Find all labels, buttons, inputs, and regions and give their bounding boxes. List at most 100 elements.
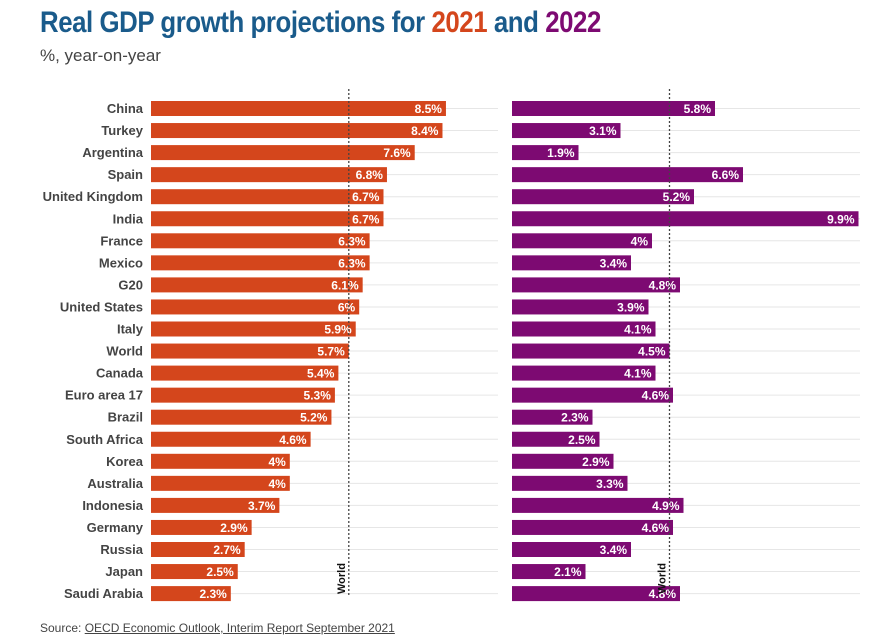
bar-2021 [151,387,335,403]
value-label-2021: 8.4% [411,124,439,138]
category-label: Turkey [101,123,143,138]
reference-label-world: World [336,563,348,594]
category-label: United States [60,299,143,314]
bar-2022 [512,497,684,513]
bar-2021 [151,211,384,227]
title-year-2022: 2022 [545,6,601,39]
category-label: Italy [117,322,144,337]
value-label-2022: 3.4% [600,543,628,557]
bar-2021 [151,409,332,425]
bar-2022 [512,255,631,271]
category-label: Russia [100,542,143,557]
value-label-2021: 5.7% [317,345,345,359]
value-label-2021: 4% [268,455,286,469]
bar-2021 [151,453,290,469]
bar-2022 [512,123,621,139]
value-label-2021: 6% [338,300,356,314]
value-label-2021: 5.9% [324,323,352,337]
category-label: Brazil [108,410,143,425]
bar-2021 [151,542,245,557]
source-link[interactable]: OECD Economic Outlook, Interim Report Se… [84,621,395,635]
value-label-2021: 4.6% [279,433,307,447]
bar-2022 [512,343,670,359]
category-label: India [113,211,144,226]
category-label: Japan [105,564,143,579]
value-label-2022: 4.1% [624,323,652,337]
bar-2021 [151,564,238,580]
chart-subtitle: %, year-on-year [40,46,161,65]
value-label-2021: 8.5% [415,102,443,116]
bar-2022 [512,145,579,161]
reference-label-world: World [657,563,669,594]
bar-2021 [151,277,363,293]
value-label-2022: 5.2% [663,190,691,204]
value-label-2021: 2.3% [199,587,227,601]
value-label-2021: 6.3% [338,256,366,270]
value-label-2022: 2.1% [554,565,582,579]
category-label: Canada [96,366,144,381]
bar-2021 [151,321,356,337]
value-label-2022: 3.9% [617,300,645,314]
bar-2021 [151,586,231,602]
bar-2021 [151,123,443,139]
value-label-2021: 2.9% [220,521,248,535]
value-label-2022: 6.6% [712,168,740,182]
source-label: Source: [40,621,85,635]
value-label-2021: 5.2% [300,411,328,425]
value-label-2021: 6.7% [352,212,380,226]
value-label-2022: 3.4% [600,256,628,270]
bar-2022 [512,475,628,491]
bar-2021 [151,497,280,513]
bar-2022 [512,542,631,557]
category-label: Euro area 17 [65,388,143,403]
title-prefix: Real GDP growth projections for [40,6,432,39]
value-label-2022: 2.3% [561,411,589,425]
value-label-2022: 5.8% [684,102,712,116]
title-and: and [487,6,546,39]
bar-2022 [512,431,600,447]
bar-2021 [151,233,370,249]
value-label-2021: 5.3% [304,389,332,403]
value-label-2022: 4% [631,234,649,248]
bar-2021 [151,431,311,447]
bar-2022 [512,233,652,249]
value-label-2021: 6.8% [356,168,384,182]
category-label: Saudi Arabia [64,586,144,601]
value-label-2021: 6.3% [338,234,366,248]
bar-2021 [151,343,349,359]
category-label: Spain [108,167,143,182]
value-label-2022: 9.9% [827,212,855,226]
category-label: Germany [87,520,144,535]
bar-2021 [151,145,415,161]
value-label-2022: 4.6% [642,389,670,403]
bar-2022 [512,387,673,403]
bar-2021 [151,365,339,381]
value-label-2022: 3.3% [596,477,624,491]
value-label-2021: 2.5% [206,565,234,579]
category-label: Indonesia [82,498,143,513]
value-label-2022: 4.6% [642,521,670,535]
bar-2022 [512,409,593,425]
bar-2022 [512,586,680,602]
category-label: Mexico [99,255,143,270]
bar-2022 [512,453,614,469]
category-label: South Africa [66,432,144,447]
value-label-2022: 1.9% [547,146,575,160]
source-note: Source: OECD Economic Outlook, Interim R… [40,621,395,635]
bar-2022 [512,365,656,381]
bar-2022 [512,211,859,227]
category-label: Argentina [82,145,143,160]
bar-2021 [151,189,384,205]
value-label-2021: 3.7% [248,499,276,513]
bar-2021 [151,299,360,315]
value-label-2022: 3.1% [589,124,617,138]
value-label-2022: 2.9% [582,455,610,469]
bar-2022 [512,299,649,315]
bar-2022 [512,277,680,293]
bar-2021 [151,255,370,271]
category-label: Korea [106,454,144,469]
value-label-2022: 4.8% [649,278,677,292]
value-label-2022: 4.5% [638,345,666,359]
chart-title: Real GDP growth projections for 2021 and… [40,6,601,40]
